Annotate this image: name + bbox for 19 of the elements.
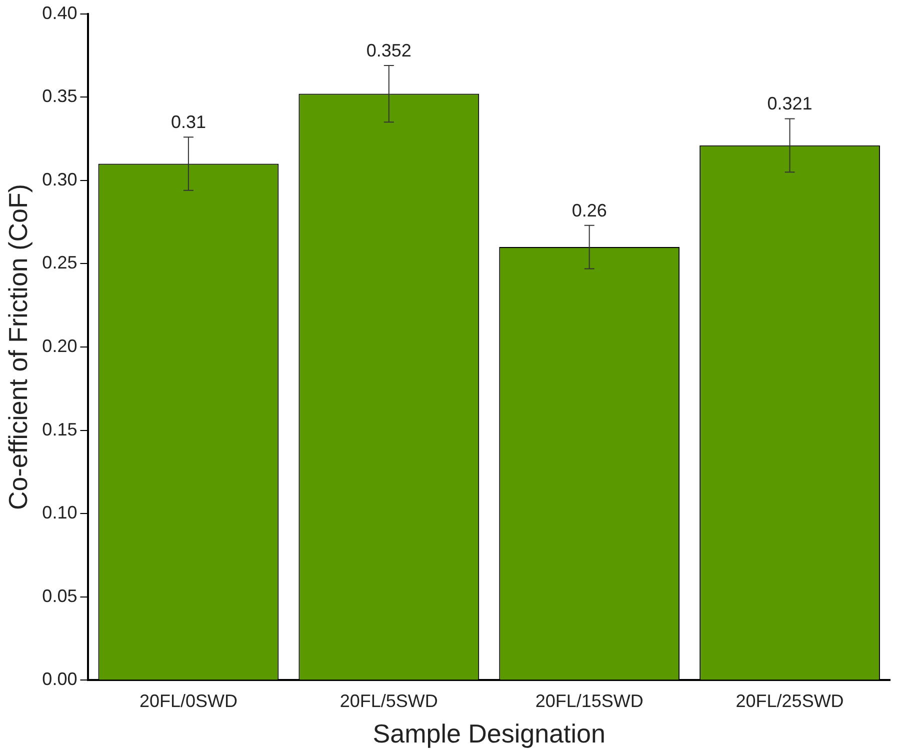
- data-label: 0.352: [366, 40, 412, 60]
- y-axis-title: Co-efficient of Friction (CoF): [2, 184, 33, 510]
- data-label: 0.321: [767, 94, 812, 114]
- x-tick-label: 20FL/5SWD: [340, 690, 438, 711]
- data-label: 0.31: [170, 112, 206, 132]
- x-tick-label: 20FL/15SWD: [535, 690, 644, 711]
- y-tick-label: 0.40: [42, 2, 78, 23]
- y-tick-label: 0.25: [42, 252, 78, 273]
- y-tick-label: 0.15: [42, 419, 78, 440]
- y-tick-label: 0.30: [42, 169, 78, 190]
- x-tick-label: 20FL/0SWD: [139, 690, 238, 711]
- y-tick-label: 0.00: [42, 669, 78, 690]
- y-tick-label: 0.35: [42, 86, 78, 106]
- data-label: 0.26: [572, 200, 607, 220]
- y-tick-label: 0.05: [42, 586, 78, 606]
- x-axis-title: Sample Designation: [372, 718, 606, 749]
- x-tick-label: 20FL/25SWD: [736, 690, 844, 711]
- y-tick-label: 0.20: [42, 336, 78, 356]
- y-tick-label: 0.10: [42, 502, 78, 523]
